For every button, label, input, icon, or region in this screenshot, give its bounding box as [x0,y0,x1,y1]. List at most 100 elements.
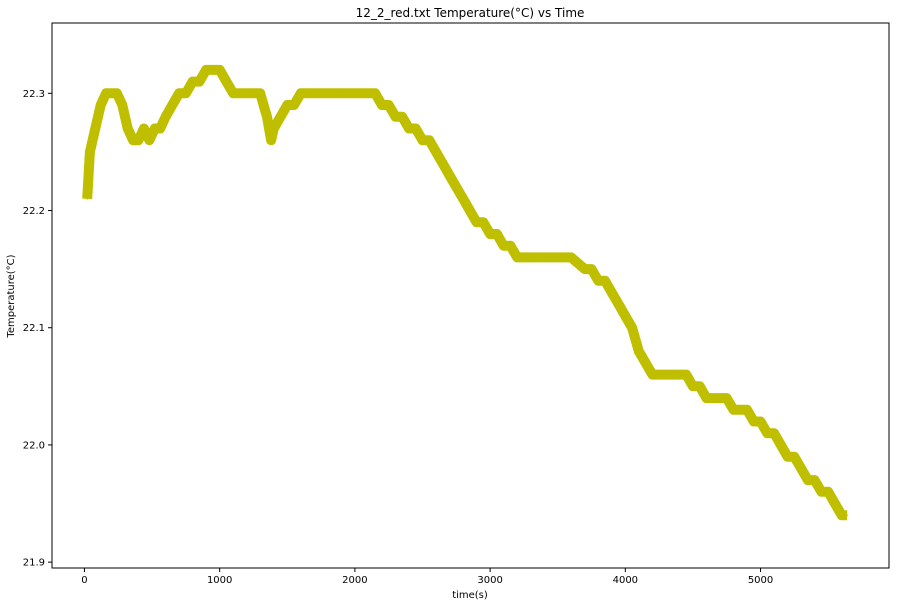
data-point [611,291,613,294]
data-point [502,244,505,247]
data-point [340,92,343,95]
data-point [89,151,91,153]
data-point [191,80,194,83]
x-tick-label: 5000 [748,575,773,586]
data-point [266,116,268,118]
data-point [414,127,417,130]
data-point [780,444,782,446]
data-point [739,409,742,411]
data-point [793,455,796,458]
data-point [658,373,660,376]
data-point [245,92,248,95]
x-tick-label: 1000 [207,575,232,586]
data-point [252,92,255,95]
plot-area [52,23,889,568]
data-point [624,315,627,317]
chart-title: 12_2_red.txt Temperature(°C) vs Time [356,6,585,20]
data-point [105,92,107,95]
data-point [516,256,518,259]
data-point [171,104,174,106]
data-point [408,127,410,130]
data-point [259,92,262,95]
y-tick-label: 22.3 [23,89,45,100]
data-point [448,174,451,177]
data-point [489,233,491,235]
data-point [126,127,129,130]
data-point [154,127,156,130]
data-point [286,104,289,106]
data-point [110,92,113,95]
data-point [137,139,140,141]
data-point [387,104,390,106]
data-point [725,397,728,399]
data-point [496,233,498,235]
data-point [807,479,809,481]
data-point [732,409,735,411]
data-point [132,139,134,141]
data-point [354,92,356,95]
data-point [401,116,404,118]
data-point [685,373,687,376]
data-point [198,80,201,83]
data-point [475,221,478,223]
data-point [469,209,471,212]
data-point [232,92,234,95]
data-point [279,116,282,118]
data-point [813,479,816,481]
data-point [394,116,397,118]
data-point [590,268,593,270]
data-point [604,280,606,282]
data-point [827,491,829,493]
data-point [442,162,444,165]
data-point [543,256,545,259]
data-point [327,92,329,95]
data-point [638,350,640,353]
data-point [99,104,102,106]
series-layer [82,64,848,521]
data-point [270,139,272,141]
data-point [143,127,145,130]
data-point [313,92,316,95]
data-point [820,491,823,493]
data-point [435,151,437,153]
data-point [367,92,370,95]
data-point [834,502,836,505]
data-point [846,514,848,517]
y-tick-label: 22.0 [23,440,45,451]
data-point [665,373,667,376]
data-point [753,420,755,423]
data-point [644,362,647,364]
x-tick-label: 0 [81,575,87,586]
data-point [482,221,485,223]
data-point [273,127,275,130]
data-point [205,69,207,71]
data-point [121,104,124,106]
data-point [148,139,151,141]
data-point [597,280,600,282]
data-point [300,92,302,95]
data-point [159,127,161,130]
y-tick-label: 21.9 [23,558,45,569]
data-point [773,432,775,435]
data-point [712,397,714,399]
data-point [651,373,654,376]
data-point [225,80,228,83]
data-point [212,69,214,71]
data-point [421,139,424,141]
x-tick-label: 3000 [477,575,502,586]
data-point [800,467,802,470]
data-point [116,92,118,95]
data-point [570,256,572,259]
data-point [766,432,769,435]
data-point [94,127,97,130]
data-point [698,385,701,388]
data-point [178,92,180,95]
data-point [746,409,748,411]
data-point [293,104,295,106]
data-point [840,514,843,517]
data-point [692,385,694,388]
series-line [86,69,848,517]
data-point [617,303,620,306]
data-point [584,268,586,270]
y-axis-label: Temperature(°C) [6,254,17,338]
